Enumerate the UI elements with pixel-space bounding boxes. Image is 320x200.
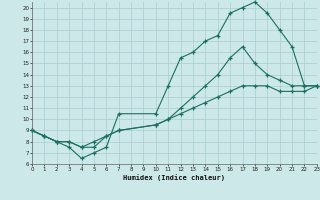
X-axis label: Humidex (Indice chaleur): Humidex (Indice chaleur) — [124, 174, 225, 181]
